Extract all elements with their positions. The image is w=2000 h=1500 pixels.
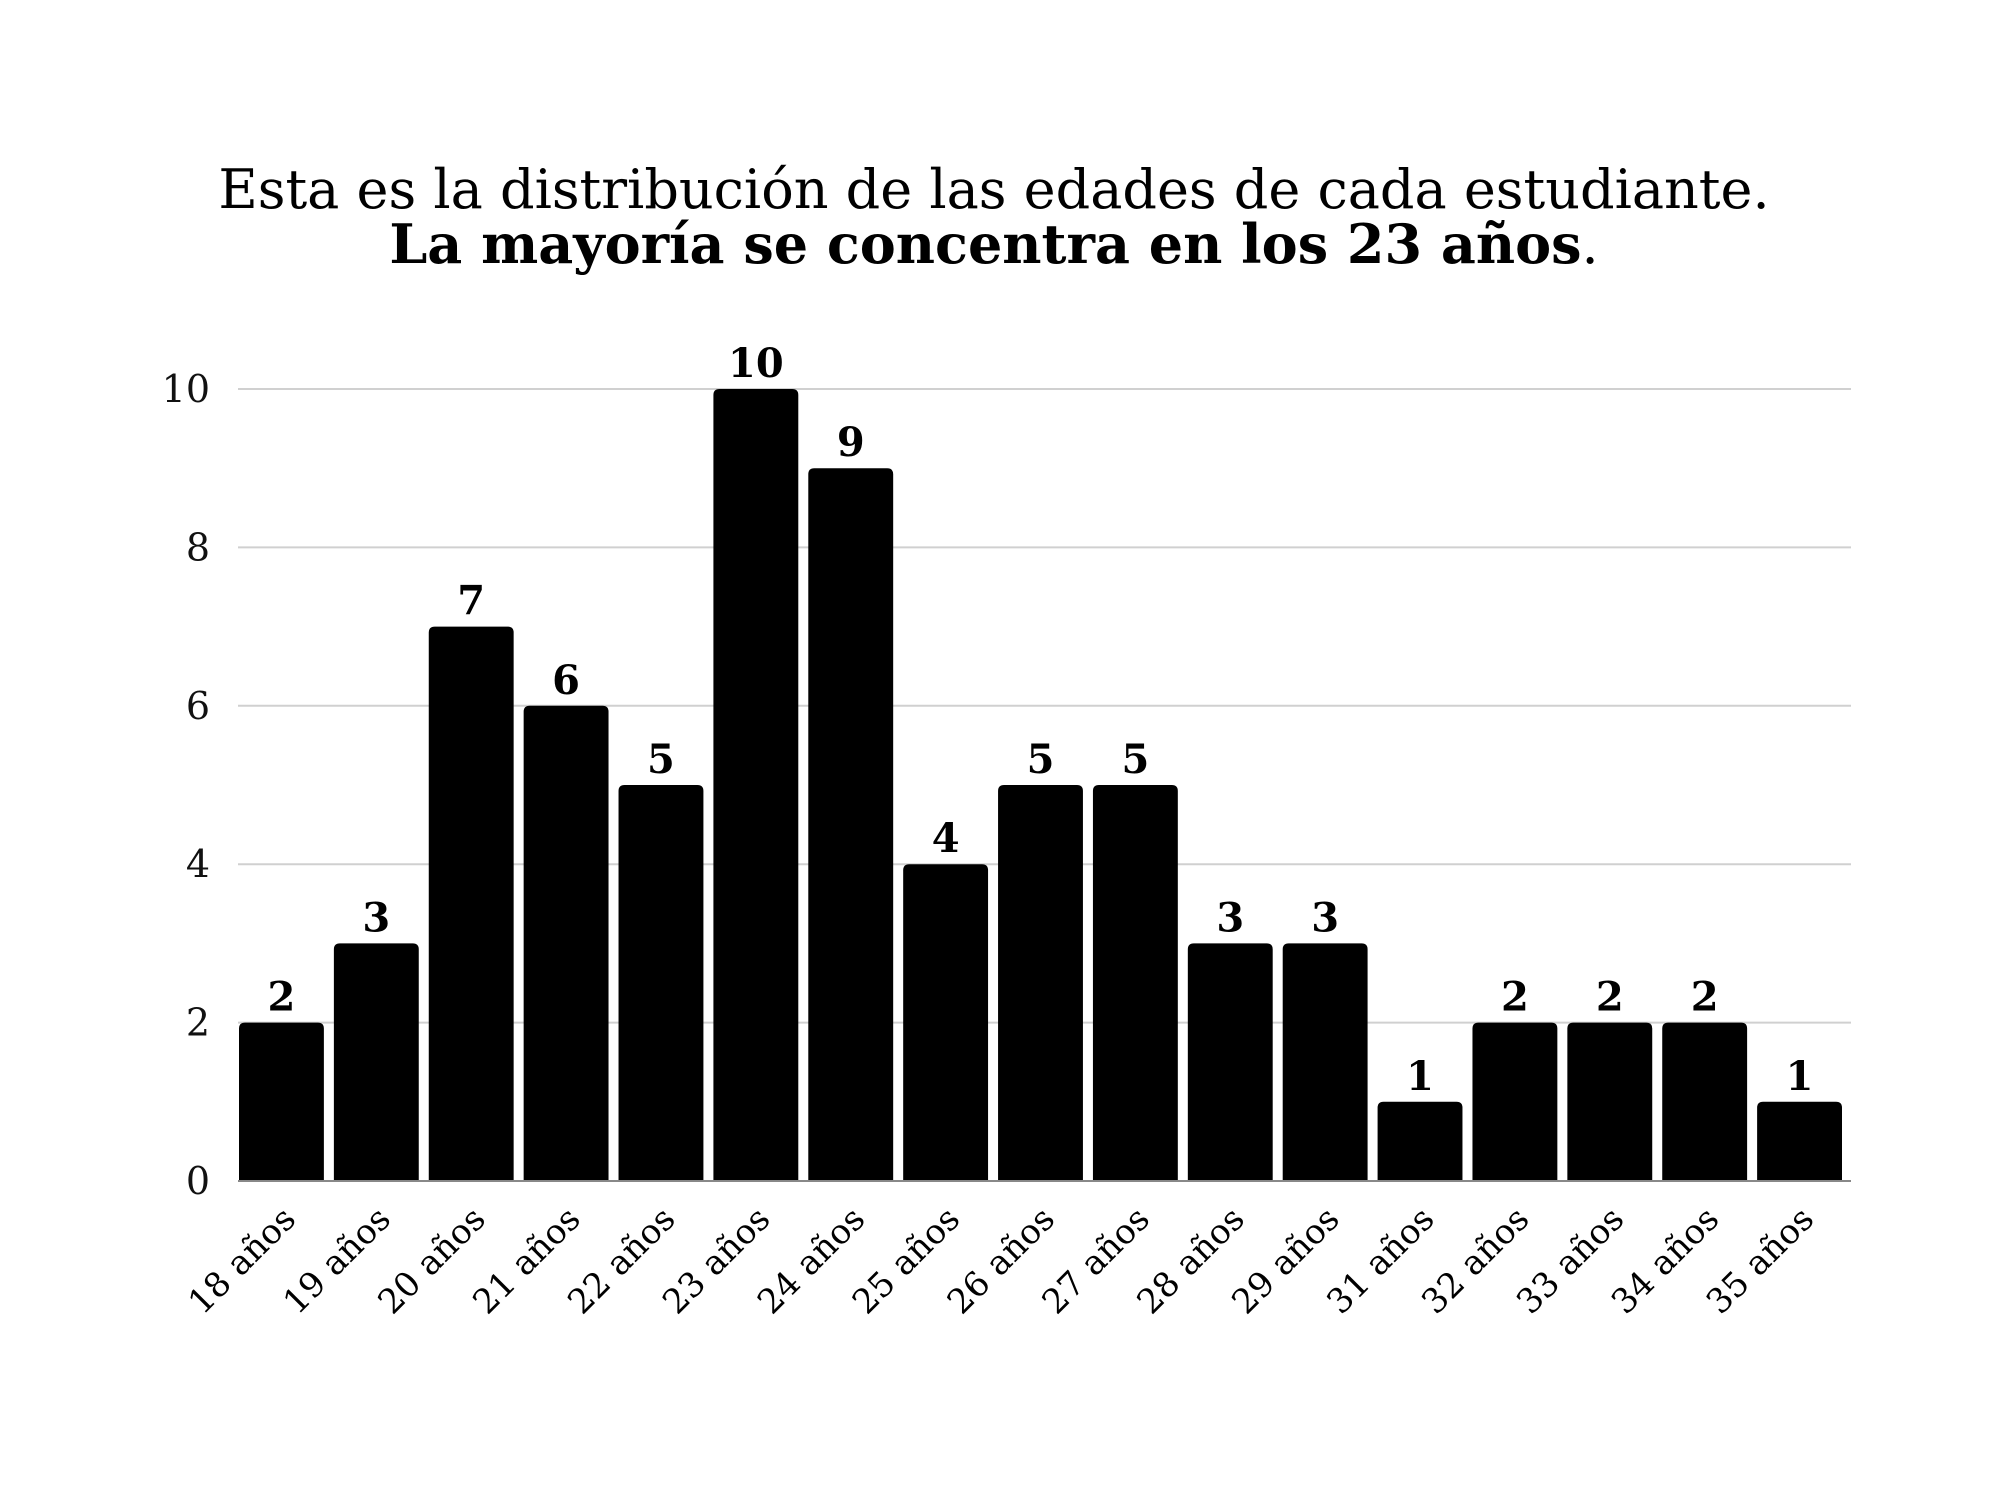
data-label: 3 xyxy=(1311,894,1339,941)
bar xyxy=(523,705,609,1181)
bar xyxy=(1187,943,1273,1181)
title-line-2: La mayoría se concentra en los 23 años. xyxy=(389,212,1598,276)
bar xyxy=(333,943,419,1181)
data-label: 6 xyxy=(552,657,580,704)
data-label: 9 xyxy=(837,419,865,466)
data-label: 10 xyxy=(728,340,784,387)
bar xyxy=(618,785,704,1181)
bar xyxy=(1757,1101,1842,1181)
y-tick-label: 8 xyxy=(186,525,210,569)
chart-title: Esta es la distribución de las edades de… xyxy=(218,158,1769,276)
data-label: 2 xyxy=(1596,974,1624,1021)
y-tick-label: 10 xyxy=(162,367,210,411)
data-label: 5 xyxy=(1121,736,1149,783)
bar xyxy=(1282,943,1368,1181)
bar xyxy=(1092,785,1178,1181)
data-label: 4 xyxy=(932,815,960,862)
data-label: 5 xyxy=(647,736,675,783)
y-tick-label: 4 xyxy=(186,842,210,886)
y-tick-label: 0 xyxy=(186,1159,210,1203)
bar xyxy=(239,1022,324,1181)
bar xyxy=(1377,1101,1463,1181)
data-label: 2 xyxy=(1691,974,1719,1021)
bar xyxy=(428,626,514,1181)
data-label: 3 xyxy=(362,894,390,941)
data-label: 3 xyxy=(1216,894,1244,941)
y-tick-label: 2 xyxy=(186,1001,210,1045)
data-labels: 2 3 7 6 5 10 9 4 5 5 3 3 1 2 2 2 1 xyxy=(268,340,1814,1100)
data-label: 1 xyxy=(1786,1053,1814,1100)
bar xyxy=(713,389,799,1181)
data-label: 5 xyxy=(1027,736,1055,783)
y-axis-ticks: 0 2 4 6 8 10 xyxy=(162,367,210,1203)
bar xyxy=(1567,1022,1653,1181)
data-label: 7 xyxy=(457,578,485,625)
title-line-1: Esta es la distribución de las edades de… xyxy=(218,158,1769,221)
subtitle-bold: La mayoría se concentra en los 23 años xyxy=(389,212,1581,276)
data-label: 1 xyxy=(1406,1053,1434,1100)
bar xyxy=(903,864,989,1181)
bar xyxy=(1472,1022,1558,1181)
bar xyxy=(998,785,1083,1181)
bars xyxy=(239,389,1842,1181)
subtitle-period: . xyxy=(1582,213,1599,276)
data-label: 2 xyxy=(268,974,296,1021)
data-label: 2 xyxy=(1501,974,1529,1021)
bar xyxy=(808,468,894,1181)
bar xyxy=(1662,1022,1748,1181)
y-tick-label: 6 xyxy=(186,684,210,728)
